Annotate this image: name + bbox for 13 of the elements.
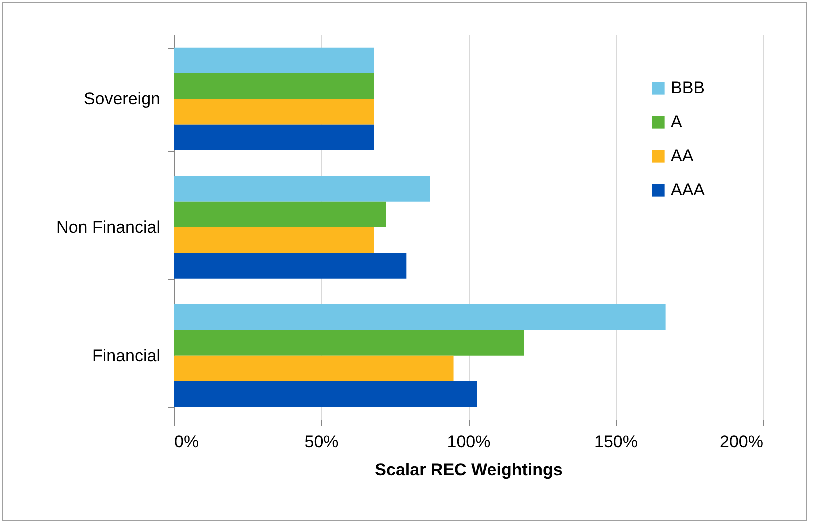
x-tick-label: 150% [594, 432, 638, 452]
x-tick-label: 100% [447, 432, 491, 452]
y-tick-label: Sovereign [84, 90, 160, 109]
y-tick-label: Financial [92, 346, 160, 366]
legend-label: AAA [671, 180, 706, 200]
legend-label: BBB [671, 78, 706, 98]
x-tick-label: 50% [304, 432, 339, 452]
x-axis-title: Scalar REC Weightings [375, 460, 563, 480]
x-tick-label: 0% [174, 432, 200, 452]
y-tick-label: Non Financial [56, 218, 160, 237]
legend-label: A [671, 112, 683, 132]
x-tick-label: 200% [720, 432, 764, 452]
legend-label: AA [671, 146, 694, 166]
